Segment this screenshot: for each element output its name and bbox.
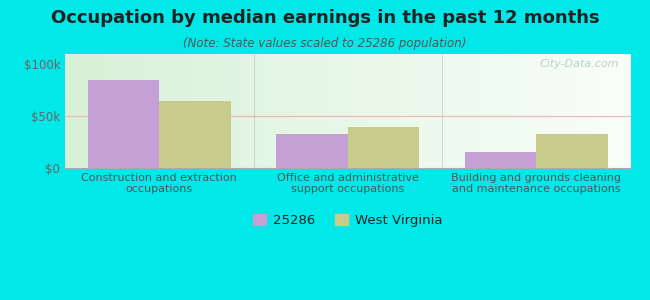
Text: (Note: State values scaled to 25286 population): (Note: State values scaled to 25286 popu… (183, 38, 467, 50)
Text: City-Data.com: City-Data.com (540, 58, 619, 69)
Bar (276, 134, 348, 168)
Bar (159, 100, 231, 168)
Bar (88, 80, 159, 168)
Bar (465, 152, 536, 168)
Bar (348, 127, 419, 168)
Bar (536, 134, 608, 168)
Legend: 25286, West Virginia: 25286, West Virginia (248, 208, 448, 232)
Text: Occupation by median earnings in the past 12 months: Occupation by median earnings in the pas… (51, 9, 599, 27)
